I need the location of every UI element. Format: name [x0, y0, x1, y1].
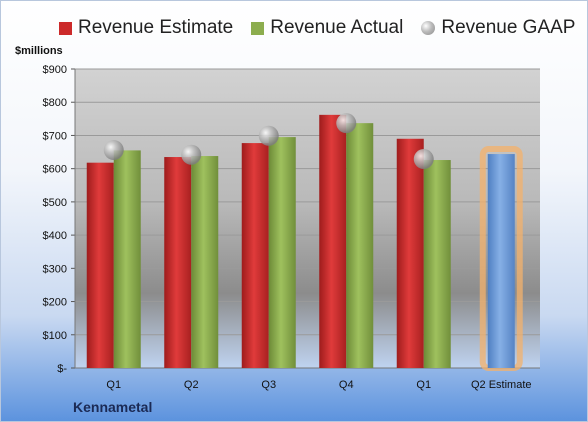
bar-estimate: [319, 114, 347, 368]
y-tick-label: $-: [57, 363, 67, 375]
legend-item-actual: Revenue Actual: [251, 17, 403, 39]
legend-label-estimate: Revenue Estimate: [78, 17, 234, 38]
x-tick-label: Q2: [184, 379, 199, 391]
bar-actual: [346, 123, 374, 368]
bar-estimate: [164, 157, 192, 368]
bar-actual: [423, 160, 451, 368]
y-tick-label: $100: [43, 330, 67, 342]
bar-estimate: [241, 143, 269, 368]
gaap-marker: [103, 140, 124, 161]
x-tick-label: Q1: [106, 379, 121, 391]
y-tick-label: $800: [43, 97, 67, 109]
gaap-marker: [258, 125, 279, 146]
y-tick-label: $500: [43, 197, 67, 209]
legend-item-gaap: Revenue GAAP: [421, 17, 575, 39]
legend-label-gaap: Revenue GAAP: [441, 17, 576, 38]
y-tick-label: $400: [43, 230, 67, 242]
bar-actual: [113, 150, 141, 368]
legend-marker-gaap: [421, 21, 436, 35]
bar-estimate: [396, 138, 424, 368]
gaap-marker: [336, 113, 357, 134]
y-tick-label: $200: [43, 297, 67, 309]
bar-estimate: [86, 162, 114, 368]
y-tick-label: $900: [43, 64, 67, 76]
plot-area: [75, 69, 540, 368]
gaap-marker: [181, 144, 202, 165]
legend: Revenue Estimate Revenue Actual Revenue …: [59, 17, 575, 39]
bar-estimate-forecast: [487, 154, 515, 368]
company-name: Kennametal: [73, 399, 153, 415]
x-tick-label: Q3: [261, 379, 276, 391]
bar-actual: [268, 137, 296, 368]
bar-actual: [191, 156, 219, 368]
y-tick-label: $600: [43, 164, 67, 176]
legend-item-estimate: Revenue Estimate: [59, 17, 233, 39]
y-axis-unit-label: $millions: [15, 45, 63, 57]
y-tick-label: $300: [43, 263, 67, 275]
x-tick-label: Q4: [339, 379, 354, 391]
legend-swatch-estimate: [59, 21, 72, 35]
y-tick-label: $700: [43, 130, 67, 142]
legend-label-actual: Revenue Actual: [270, 17, 404, 38]
x-tick-label: Q2 Estimate: [471, 379, 532, 391]
legend-swatch-actual: [251, 21, 265, 35]
x-tick-label: Q1: [416, 379, 431, 391]
gaap-marker: [413, 149, 434, 170]
